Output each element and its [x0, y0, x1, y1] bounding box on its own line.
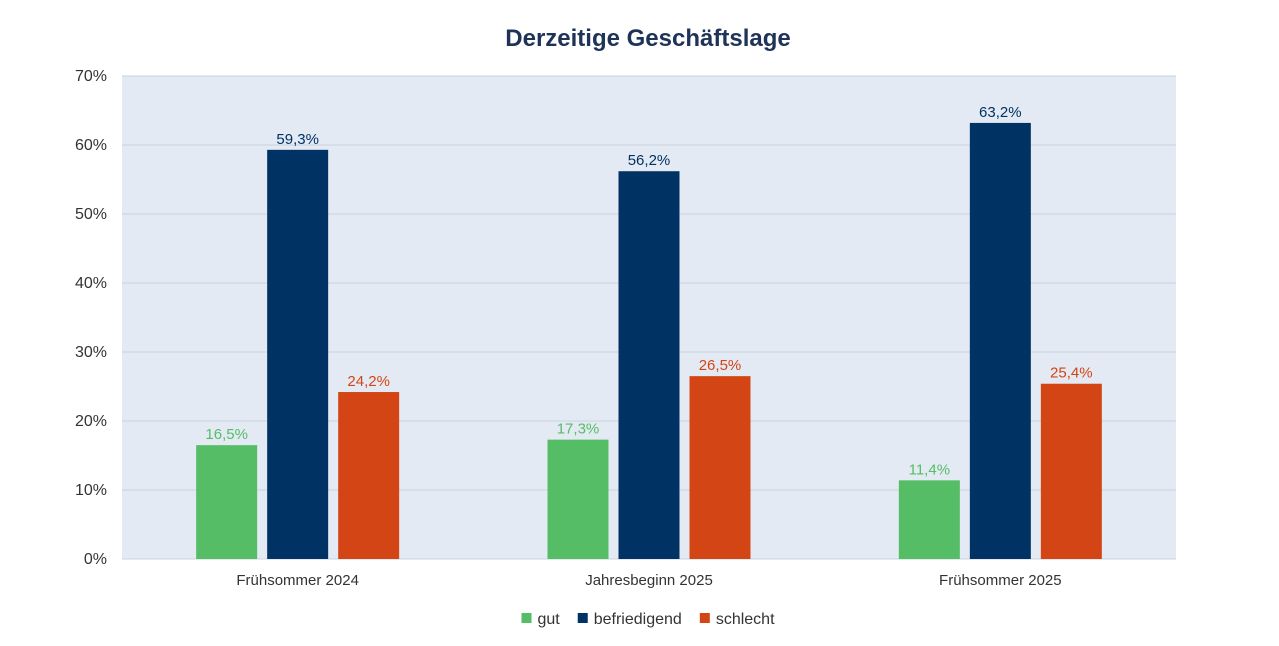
data-label: 17,3% [557, 421, 600, 438]
y-tick-label: 40% [75, 275, 107, 292]
y-tick-label: 10% [75, 482, 107, 499]
bar-gut [898, 480, 960, 559]
chart-title: Derzeitige Geschäftslage [505, 25, 790, 52]
bar-befriedigend [618, 171, 680, 559]
legend-label: gut [537, 611, 560, 628]
bar-gut [196, 445, 258, 559]
legend-swatch [577, 613, 588, 623]
bar-befriedigend [267, 149, 329, 559]
y-tick-label: 70% [75, 68, 107, 85]
data-label: 59,3% [276, 131, 319, 148]
data-label: 11,4% [909, 461, 950, 478]
legend-item: gut [521, 611, 560, 628]
bar-befriedigend [969, 122, 1031, 560]
bar-schlecht [1040, 383, 1102, 559]
y-tick-label: 30% [75, 344, 107, 361]
y-tick-label: 60% [75, 137, 107, 154]
x-tick-label: Frühsommer 2025 [939, 572, 1062, 589]
data-label: 24,2% [347, 373, 390, 390]
data-label: 26,5% [699, 357, 742, 374]
bars: 16,5% 59,3% 24,2% 17,3% 56,2% 26,5% 11,4% 63,2%… [196, 104, 1102, 560]
legend-label: befriedigend [594, 611, 682, 628]
bar-schlecht [689, 376, 751, 559]
data-label: 56,2% [628, 152, 671, 169]
legend-swatch [521, 613, 532, 623]
legend: gut befriedigend schlecht [521, 611, 775, 628]
y-tick-label: 50% [75, 206, 107, 223]
bar-schlecht [338, 392, 400, 559]
data-label: 25,4% [1050, 365, 1093, 382]
legend-swatch [699, 613, 710, 623]
bar-gut [547, 439, 609, 559]
legend-item: befriedigend [577, 611, 682, 628]
x-axis: Frühsommer 2024 Jahresbeginn 2025 Frühsomm… [236, 572, 1061, 589]
y-tick-label: 20% [75, 413, 107, 430]
y-axis: 0% 10% 20% 30% 40% 50% 60% 70% [75, 68, 107, 568]
legend-label: schlecht [716, 611, 775, 628]
x-tick-label: Jahresbeginn 2025 [585, 572, 713, 589]
data-label: 16,5% [205, 426, 248, 443]
y-tick-label: 0% [84, 551, 107, 568]
data-label: 63,2% [979, 104, 1022, 121]
x-tick-label: Frühsommer 2024 [236, 572, 359, 589]
legend-item: schlecht [699, 611, 775, 628]
